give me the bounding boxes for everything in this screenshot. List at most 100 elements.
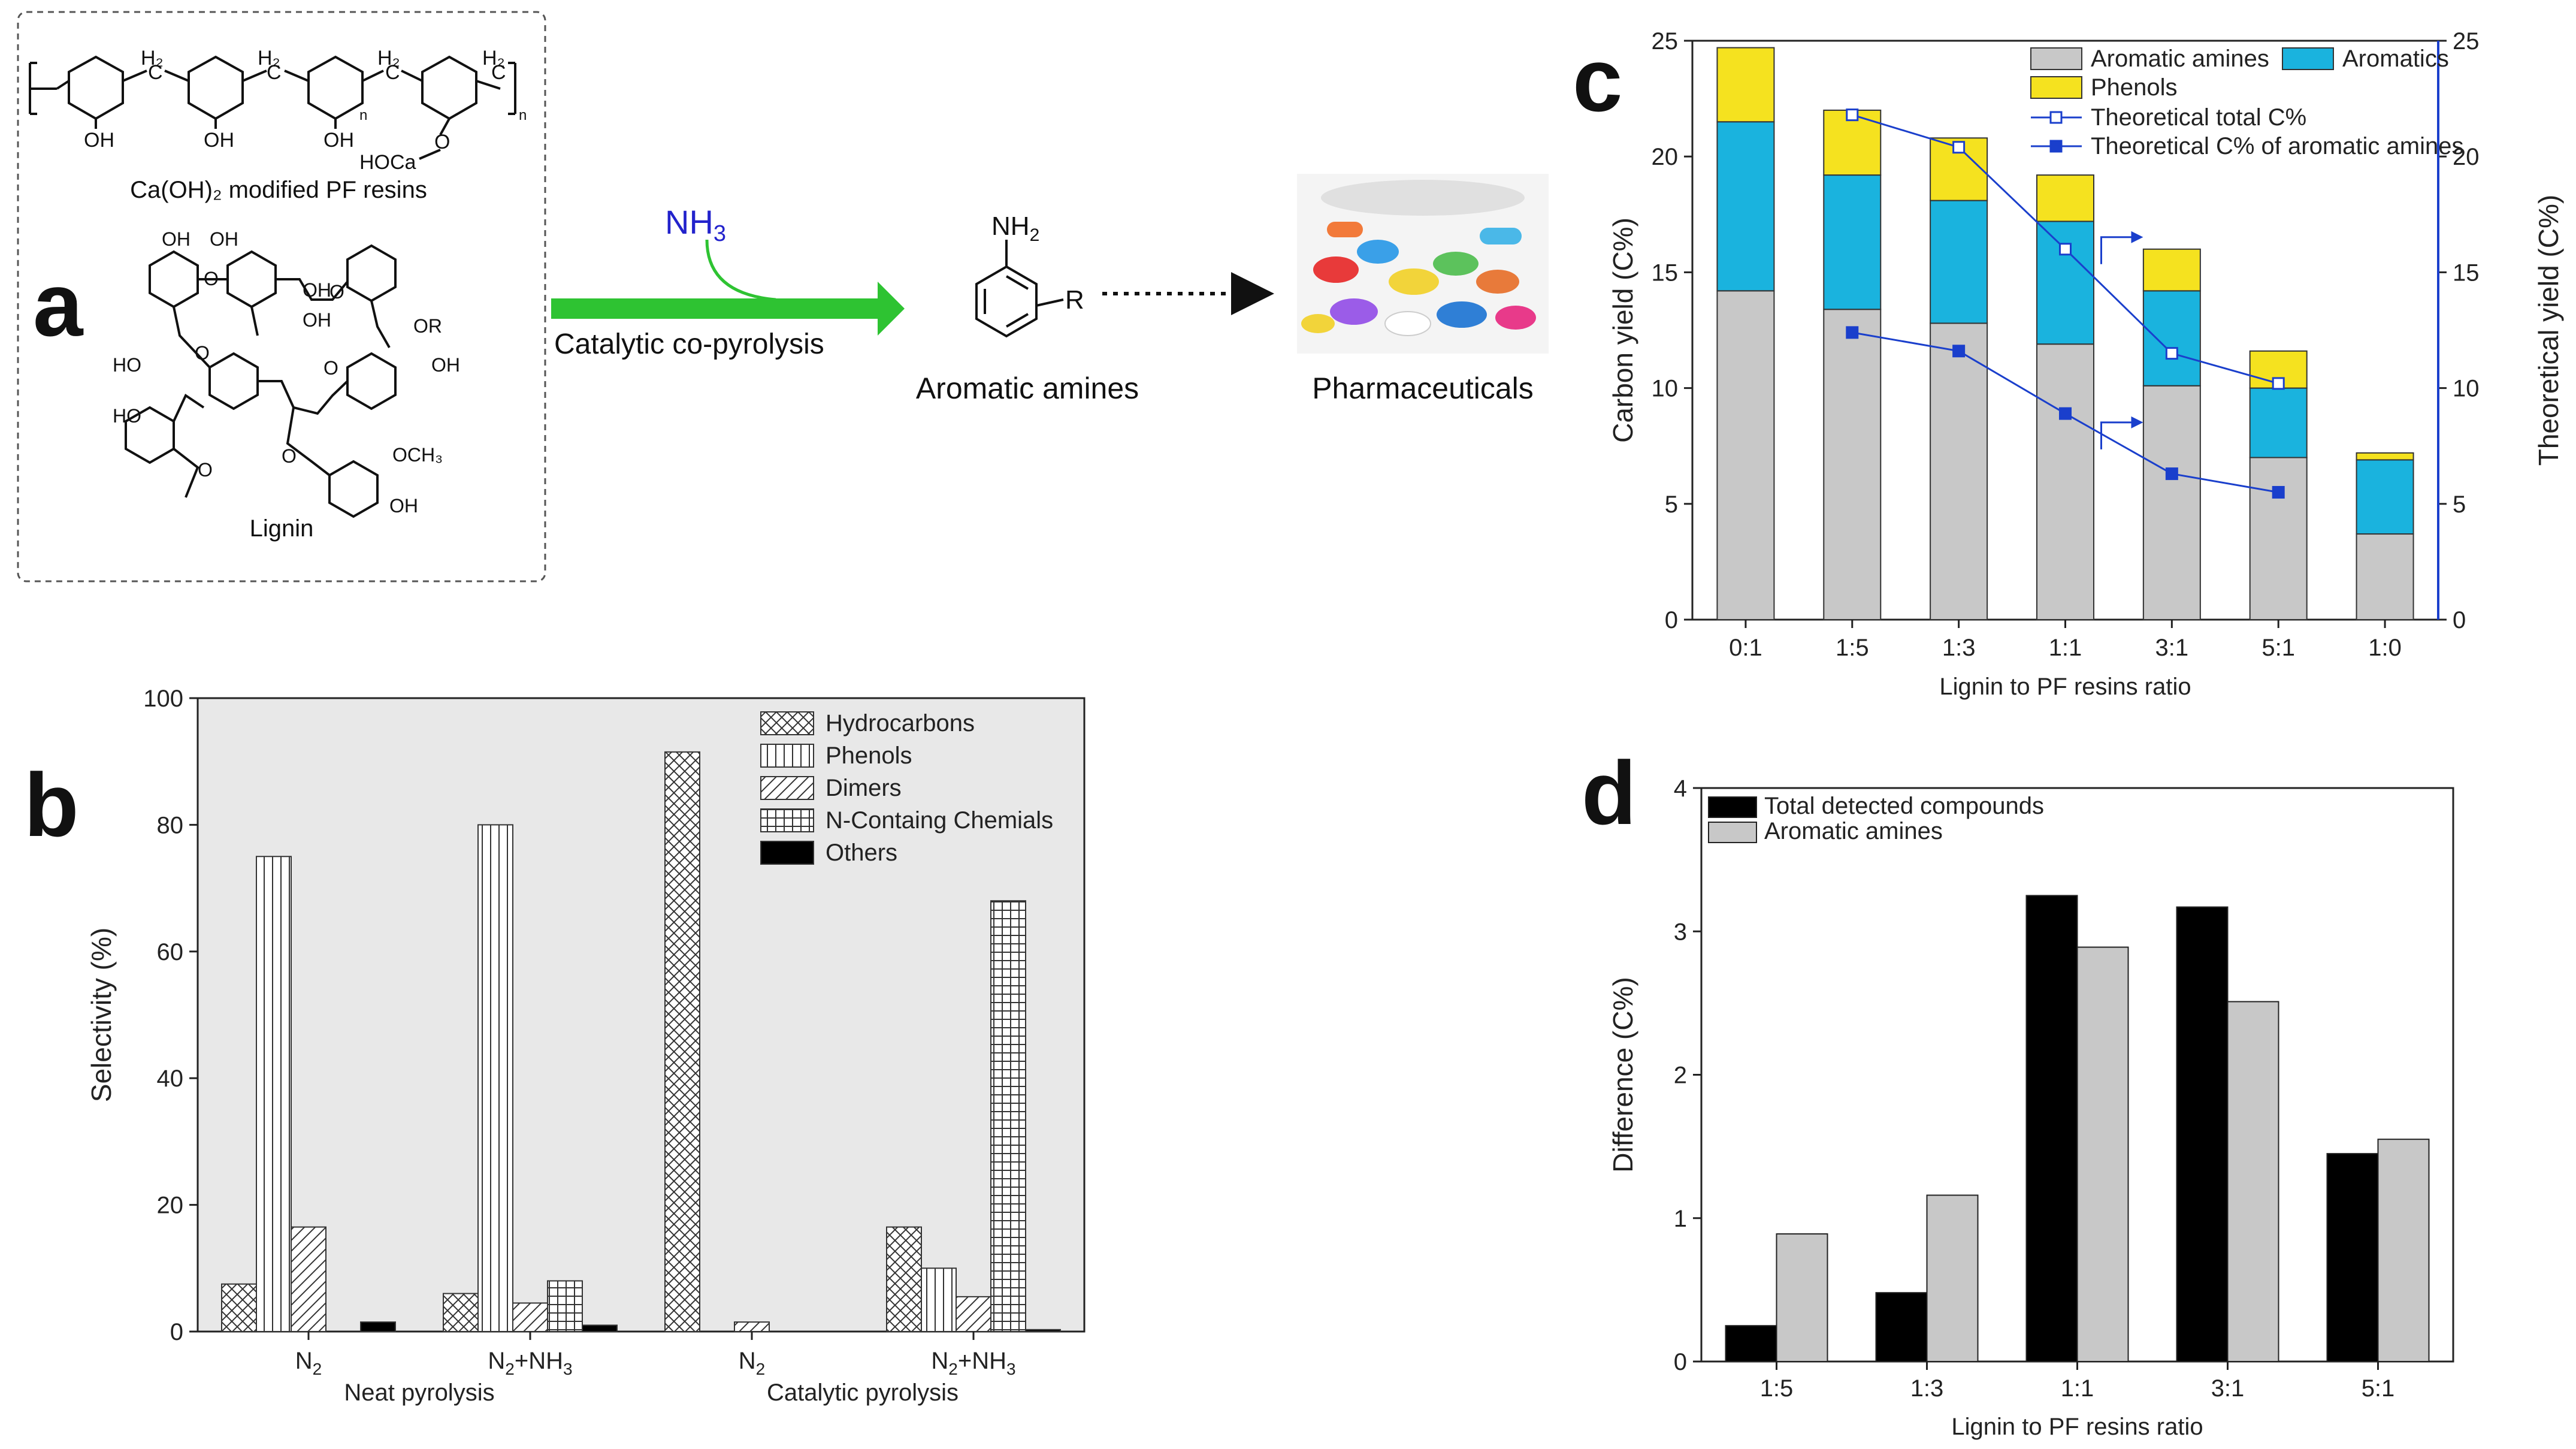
- resin-c-1: C: [148, 61, 163, 84]
- lignin-o-3: O: [195, 342, 210, 364]
- resin-c-4: C: [491, 61, 506, 84]
- legend-label-hydrocarbons: Hydrocarbons: [826, 710, 975, 736]
- process-label: Catalytic co-pyrolysis: [554, 328, 824, 360]
- lignin-oh-6: OH: [389, 495, 418, 517]
- bar-aromatic-amines-1: [1823, 309, 1882, 620]
- resin-n-2: n: [519, 107, 527, 123]
- bar-total-detected-compounds-4: [2326, 1153, 2379, 1363]
- marker-theoretical-c-of-aromatic-amines-2: [2059, 407, 2072, 420]
- bar-total-detected-compounds-3: [2176, 906, 2229, 1362]
- legend-label-aromatics: Aromatics: [2342, 46, 2449, 72]
- bar-hydrocarbons-3: [886, 1226, 922, 1332]
- legend-label-n-containg-chemials: N-Containg Chemials: [826, 807, 1053, 834]
- bar-aromatics-2: [1930, 200, 1988, 324]
- legend-label-aromatic-amines: Aromatic amines: [1764, 818, 1943, 844]
- r-group-label: R: [1065, 285, 1084, 315]
- resin-oh-2: OH: [204, 129, 234, 152]
- legend-label-phenols: Phenols: [2091, 74, 2178, 101]
- x-tick-label: N2: [739, 1348, 765, 1378]
- x-tick-label: 1:5: [1760, 1375, 1794, 1402]
- group-label: Neat pyrolysis: [344, 1379, 494, 1406]
- resin-h2-2: H₂: [258, 47, 280, 70]
- resin-n-1: n: [359, 107, 367, 123]
- bar-aromatics-4: [2142, 290, 2201, 387]
- legend-swatch-dimers: [760, 776, 814, 800]
- y-tick-label: 0: [1665, 607, 1678, 633]
- bar-total-detected-compounds-0: [1725, 1325, 1777, 1362]
- x-tick-label: N2+NH3: [488, 1348, 572, 1378]
- bar-aromatic-amines-4: [2142, 385, 2201, 621]
- bar-aromatic-amines-4: [2377, 1139, 2430, 1362]
- y-axis-label: Difference (C%): [1607, 977, 1638, 1172]
- x-tick-label: 5:1: [2362, 1375, 2395, 1402]
- bar-aromatics-5: [2249, 387, 2308, 458]
- legend-marker-theoretical-total-c: [2049, 111, 2063, 124]
- y-tick-label: 20: [2453, 144, 2480, 170]
- y-tick-label: 5: [2453, 491, 2466, 518]
- bar-aromatic-amines-2: [1930, 322, 1988, 621]
- product-label: Aromatic amines: [916, 372, 1139, 405]
- legend-swatch-aromatic-amines: [2030, 47, 2082, 70]
- marker-theoretical-c-of-aromatic-amines-0: [1846, 326, 1859, 339]
- panel-b-letter: b: [24, 754, 79, 855]
- bar-aromatic-amines-3: [2036, 343, 2094, 621]
- legend-swatch-phenols: [2030, 76, 2082, 99]
- legend-label-phenols: Phenols: [826, 742, 912, 769]
- legend-swatch-others: [760, 841, 814, 865]
- y-tick-label: 15: [1652, 259, 1679, 286]
- y-tick-label: 100: [143, 686, 183, 712]
- chart-b-selectivity: 0 20 40 60 80 100 Selectivity (%) N2 N2+NH3 N2 N2+…: [86, 686, 1086, 1406]
- lignin-group-labels: OH OH OH OH OR OH HO HO OCH₃ OH O O O O …: [113, 228, 460, 517]
- lignin-o-5: O: [198, 459, 213, 481]
- resin-hoca: HOCa: [359, 151, 416, 174]
- y2-axis-label: Theoretical yield (C%): [2533, 195, 2564, 466]
- x-tick-label: 5:1: [2261, 635, 2295, 661]
- arrow-total: [2100, 236, 2131, 264]
- legend-label-others: Others: [826, 840, 897, 866]
- marker-theoretical-c-of-aromatic-amines-3: [2165, 467, 2178, 481]
- bar-hydrocarbons-2: [664, 751, 700, 1332]
- pf-resin-group-labels: OH OH OH HOCa O H₂ H₂ H₂ H₂ C C C C n n: [84, 47, 527, 174]
- bar-dimers-3: [956, 1296, 991, 1332]
- y-tick-label: 10: [1652, 376, 1679, 402]
- y-tick-label: 5: [1665, 491, 1678, 518]
- x-tick-label: 3:1: [2211, 1375, 2245, 1402]
- bar-phenols-4: [2142, 248, 2201, 292]
- pills-image: [1297, 174, 1549, 354]
- bar-hydrocarbons-0: [221, 1283, 257, 1333]
- legend-swatch-n-containg-chemials: [760, 808, 814, 832]
- legend-label-theoretical-c-of-aromatic-amines: Theoretical C% of aromatic amines: [2091, 133, 2463, 159]
- bar-others-1: [582, 1324, 618, 1332]
- panel-c-letter: c: [1573, 29, 1622, 130]
- arrow-amines: [2100, 421, 2131, 449]
- x-tick-label: 1:1: [2061, 1375, 2094, 1402]
- lignin-oh-3: OH: [303, 279, 331, 301]
- lignin-o-4: O: [323, 357, 338, 379]
- group-label: Catalytic pyrolysis: [767, 1379, 959, 1406]
- y-tick-label: 0: [2453, 607, 2466, 633]
- x-tick-label: 0:1: [1729, 635, 1762, 661]
- y-tick-label: 40: [157, 1065, 184, 1092]
- panel-a-letter: a: [33, 254, 84, 355]
- bar-others-0: [360, 1321, 396, 1333]
- lignin-ho-1: HO: [113, 354, 141, 376]
- y-tick-label: 60: [157, 939, 184, 965]
- bar-phenols-3: [921, 1267, 957, 1333]
- y-tick-label: 25: [1652, 28, 1679, 55]
- lignin-or: OR: [413, 315, 442, 337]
- bar-phenols-0: [256, 856, 292, 1332]
- y-tick-label: 20: [157, 1193, 184, 1219]
- bar-phenols-1: [477, 824, 513, 1332]
- y-tick-label: 15: [2453, 259, 2480, 286]
- x-tick-label: N2: [295, 1348, 322, 1378]
- legend-label-aromatic-amines: Aromatic amines: [2091, 46, 2269, 72]
- resin-h2-3: H₂: [377, 47, 400, 70]
- marker-theoretical-total-c-0: [1846, 108, 1859, 122]
- y-tick-label: 0: [170, 1319, 183, 1345]
- lignin-oh-2: OH: [210, 228, 238, 250]
- chart-d-difference: 0 1 2 3 4 Difference (C%) 1:5 1:3 1:1 3:1 5:1 Ligni…: [1607, 775, 2454, 1440]
- legend-swatch-aromatic-amines: [1708, 822, 1757, 843]
- marker-theoretical-c-of-aromatic-amines-1: [1952, 345, 1966, 358]
- reagent-label: NH3: [665, 203, 726, 246]
